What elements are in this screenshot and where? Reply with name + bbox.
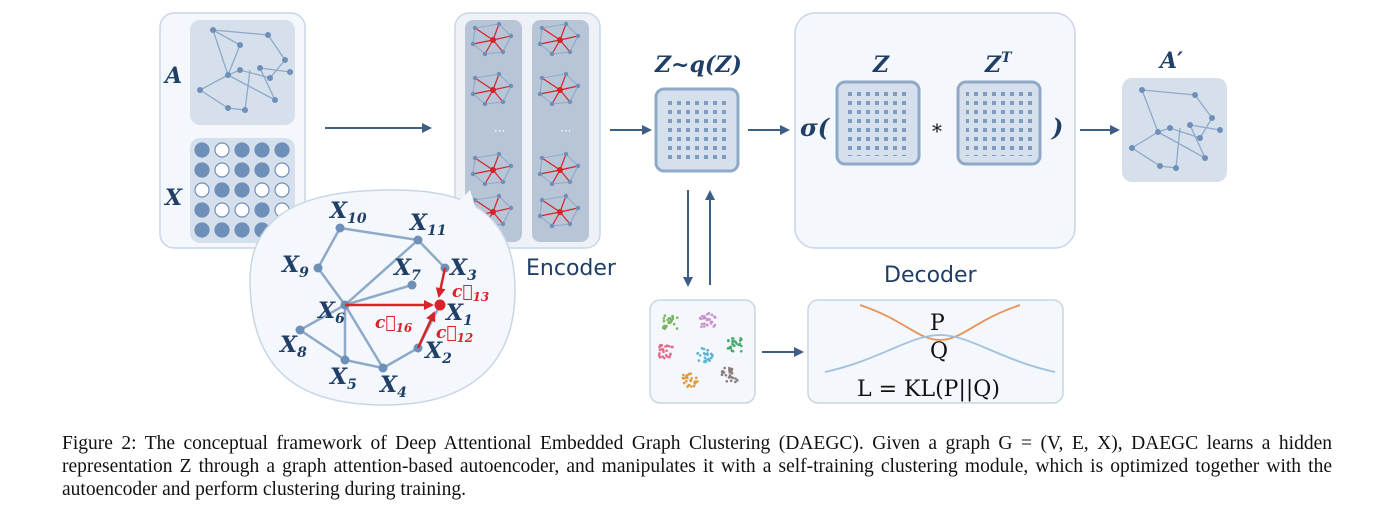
z-label: Z	[872, 52, 890, 78]
cluster-group	[696, 347, 714, 364]
node-x7: X7	[392, 255, 421, 284]
a-prime-label: A′	[1158, 48, 1183, 74]
attention-label-c16: c⃗16	[375, 313, 413, 335]
encoder-mini-graph	[537, 21, 581, 57]
node-x5: X5	[328, 364, 357, 393]
features-label: X	[163, 185, 183, 211]
encoder-block: ··· ··· Encoder	[454, 12, 617, 281]
feature-cell	[214, 142, 230, 158]
sigma-open: σ(	[800, 113, 831, 142]
node-x11: X11	[408, 210, 447, 239]
attention-c12	[416, 311, 436, 349]
curve-p-shoulders	[859, 304, 1021, 341]
feature-cell	[254, 202, 270, 218]
feature-cell	[234, 142, 250, 158]
z-transpose-label: ZT	[984, 50, 1013, 78]
curve-q	[824, 334, 1056, 373]
cluster-group	[720, 366, 739, 384]
encoder-mini-graph	[470, 21, 514, 57]
cluster-group	[657, 343, 674, 360]
encoder-ellipsis-right: ···	[560, 124, 571, 138]
feature-cell	[274, 142, 290, 158]
node-x4: X4	[378, 372, 407, 401]
q-label: Q	[930, 339, 948, 364]
attention-c13	[435, 267, 447, 298]
feature-cell	[234, 182, 250, 198]
times-symbol: *	[932, 119, 942, 143]
feature-cell	[214, 182, 230, 198]
feature-cell	[214, 222, 230, 238]
attention-bubble: X10 X11 X9 X7 X3 X6 X1 X8 X2 X5 X4 c⃗13 …	[249, 189, 516, 406]
encoder-mini-graph	[470, 151, 514, 187]
latent-z: Z~q(Z)	[654, 52, 742, 173]
feature-cell	[274, 162, 290, 178]
encoder-mini-graph	[537, 193, 581, 229]
framework-diagram: A X ·	[159, 12, 1227, 406]
feature-cell	[214, 202, 230, 218]
adjacency-graph-box	[190, 20, 295, 125]
close-paren: )	[1051, 113, 1063, 142]
feature-cell	[234, 162, 250, 178]
encoder-label: Encoder	[526, 256, 617, 281]
feature-cell	[254, 142, 270, 158]
bubble-edges	[297, 226, 446, 370]
cluster-group	[698, 312, 717, 329]
attention-label-c12: c⃗12	[436, 323, 473, 345]
z-dist-label: Z~q(Z)	[654, 52, 742, 78]
feature-cell	[194, 222, 210, 238]
reconstructed-graph: A′	[1122, 48, 1227, 182]
p-label: P	[930, 311, 945, 336]
cluster-group	[681, 372, 699, 388]
node-x3: X3	[448, 255, 477, 284]
cluster-group	[726, 337, 743, 353]
figure-caption: Figure 2: The conceptual framework of De…	[62, 433, 1332, 500]
node-x9: X9	[280, 252, 309, 281]
feature-cell	[194, 162, 210, 178]
feature-cell	[194, 142, 210, 158]
encoder-mini-graph	[537, 151, 581, 187]
encoder-ellipsis-left: ···	[494, 124, 505, 138]
feature-cell	[194, 182, 210, 198]
feature-cell	[254, 162, 270, 178]
node-x8: X8	[278, 332, 307, 361]
node-x1: X1	[444, 300, 473, 329]
feature-cell	[194, 202, 210, 218]
adjacency-label: A	[163, 63, 182, 89]
feature-cell	[234, 222, 250, 238]
encoder-mini-graph	[537, 71, 581, 107]
loss-label: L = KL(P||Q)	[857, 377, 1000, 402]
input-panel: A X	[159, 12, 306, 249]
node-x2: X2	[423, 338, 452, 367]
decoder-label: Decoder	[884, 263, 978, 288]
encoder-mini-graph	[470, 71, 514, 107]
node-x6: X6	[316, 298, 345, 327]
feature-cell	[214, 162, 230, 178]
cluster-group	[661, 314, 679, 331]
feature-matrix-box	[190, 138, 295, 243]
feature-cell	[274, 182, 290, 198]
decoder-block: σ( Z * ZT ) Decoder	[794, 12, 1076, 288]
feature-cell	[234, 202, 250, 218]
kl-loss-box: P Q L = KL(P||Q)	[807, 299, 1064, 404]
attention-label-c13: c⃗13	[452, 282, 489, 304]
node-x10: X10	[328, 198, 367, 227]
cluster-scatter	[649, 299, 756, 404]
feature-cell	[254, 182, 270, 198]
